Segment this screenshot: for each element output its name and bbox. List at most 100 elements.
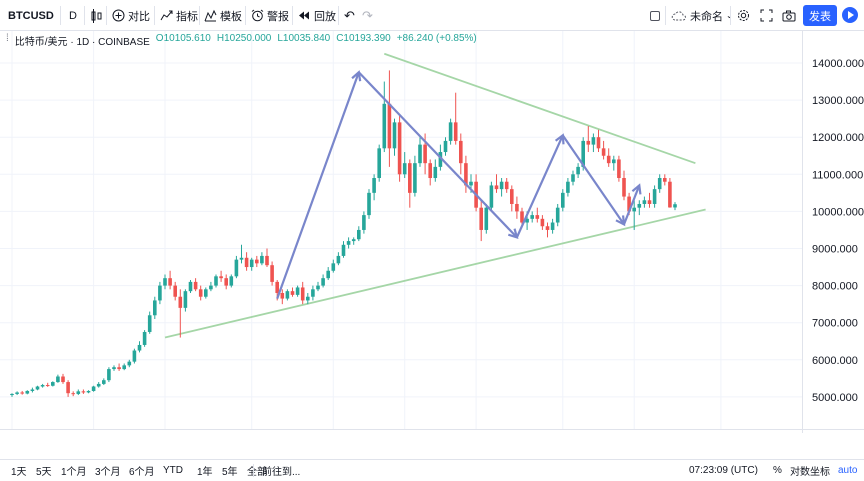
candle: [652, 185, 657, 208]
undo-button[interactable]: ↶: [344, 0, 355, 31]
range-button[interactable]: 1年: [197, 467, 213, 478]
indicators-button[interactable]: 指标: [160, 0, 198, 31]
price-chart[interactable]: 14000.000 13000.000 12000.000 11000.000 1000…: [0, 31, 864, 433]
candle-body: [255, 259, 259, 264]
snapshot-button[interactable]: [782, 0, 796, 31]
replay-button[interactable]: 回放: [298, 0, 336, 31]
range-button[interactable]: 全部: [247, 467, 267, 478]
candle-body: [61, 376, 65, 383]
candle-body: [581, 140, 585, 167]
candle: [494, 174, 499, 193]
candle: [515, 196, 519, 219]
candle: [117, 363, 121, 371]
alert-button[interactable]: 警报: [251, 0, 289, 31]
gear-icon: [738, 10, 749, 21]
publish-button[interactable]: 发表: [803, 5, 837, 26]
range-button[interactable]: 1天: [11, 467, 27, 478]
price-tick-label: 10000.000: [812, 206, 864, 218]
range-button[interactable]: 5年: [222, 467, 238, 478]
candle-body: [550, 222, 555, 230]
legend-collapse-icon[interactable]: ⁞: [6, 33, 9, 44]
candle: [224, 274, 228, 290]
redo-button[interactable]: ↷: [362, 0, 373, 31]
candle: [127, 359, 132, 368]
candles: [10, 70, 677, 397]
candle-body: [530, 215, 534, 219]
arrow-line: [358, 71, 518, 239]
percent-scale-button[interactable]: %: [773, 460, 782, 481]
candle: [20, 390, 24, 395]
candle-body: [652, 189, 657, 204]
candle: [35, 385, 40, 391]
candle: [30, 387, 35, 393]
range-button[interactable]: 1个月: [61, 467, 87, 478]
candle-body: [438, 152, 443, 167]
range-button[interactable]: 5天: [36, 467, 52, 478]
candle: [311, 285, 315, 301]
templates-button[interactable]: 模板: [204, 0, 242, 31]
candle-body: [673, 204, 677, 208]
settings-button[interactable]: [737, 0, 750, 31]
candle-body: [418, 144, 422, 164]
candle-body: [510, 189, 514, 204]
candle: [76, 389, 81, 396]
compare-button[interactable]: 对比: [112, 0, 150, 31]
candle-body: [428, 163, 432, 179]
layout-menu-button[interactable]: 未命名 ⌄: [671, 0, 733, 31]
candle: [418, 137, 422, 167]
log-scale-button[interactable]: 对数坐标: [790, 460, 830, 481]
candle: [606, 148, 611, 167]
redo-icon: ↷: [362, 7, 373, 23]
candle: [229, 274, 234, 288]
candle: [622, 170, 626, 201]
candle-body: [316, 285, 320, 290]
candle-body: [622, 178, 626, 197]
auto-scale-button[interactable]: auto: [838, 460, 857, 481]
candle-body: [326, 270, 330, 279]
chart-type-button[interactable]: [90, 0, 102, 31]
candle: [81, 389, 86, 394]
candle: [316, 281, 320, 292]
candle-body: [494, 185, 499, 190]
fullscreen-toggle[interactable]: [650, 0, 660, 31]
interval-button[interactable]: D: [69, 0, 77, 31]
candle: [402, 152, 407, 179]
undo-icon: ↶: [344, 7, 355, 23]
candle: [479, 200, 483, 242]
candle: [657, 174, 662, 193]
candle: [540, 215, 545, 230]
range-button[interactable]: YTD: [163, 465, 183, 476]
range-button[interactable]: 3个月: [95, 467, 121, 478]
trend-line: [384, 52, 696, 165]
candle-body: [56, 376, 60, 383]
candle: [362, 211, 366, 234]
goto-label: 前往到...: [262, 467, 301, 478]
camera-icon: [782, 10, 796, 21]
price-tick-label: 11000.000: [812, 169, 863, 181]
candle: [632, 200, 636, 230]
candle-body: [576, 166, 580, 175]
candle: [61, 373, 65, 384]
candle-body: [219, 276, 223, 279]
price-tick-label: 7000.000: [812, 318, 858, 330]
range-button[interactable]: 6个月: [129, 467, 155, 478]
candle: [530, 211, 534, 223]
candle-body: [132, 350, 137, 362]
candle-body: [122, 365, 126, 370]
candle: [204, 287, 208, 299]
symbol-search-button[interactable]: BTCUSD: [8, 0, 54, 31]
candle-body: [168, 278, 172, 286]
candle: [183, 289, 188, 312]
candle: [163, 274, 167, 290]
clock-display[interactable]: 07:23:09 (UTC): [689, 460, 758, 481]
candle-body: [214, 276, 218, 286]
expand-button[interactable]: [760, 0, 773, 31]
goto-date-button[interactable]: 前往到...: [262, 460, 300, 481]
candle-body: [153, 300, 157, 316]
candle-body: [40, 385, 45, 387]
trend-lines: [164, 52, 706, 339]
play-icon[interactable]: [842, 7, 858, 23]
replay-label: 回放: [314, 10, 336, 23]
candle-body: [81, 391, 86, 393]
candle: [91, 385, 96, 392]
